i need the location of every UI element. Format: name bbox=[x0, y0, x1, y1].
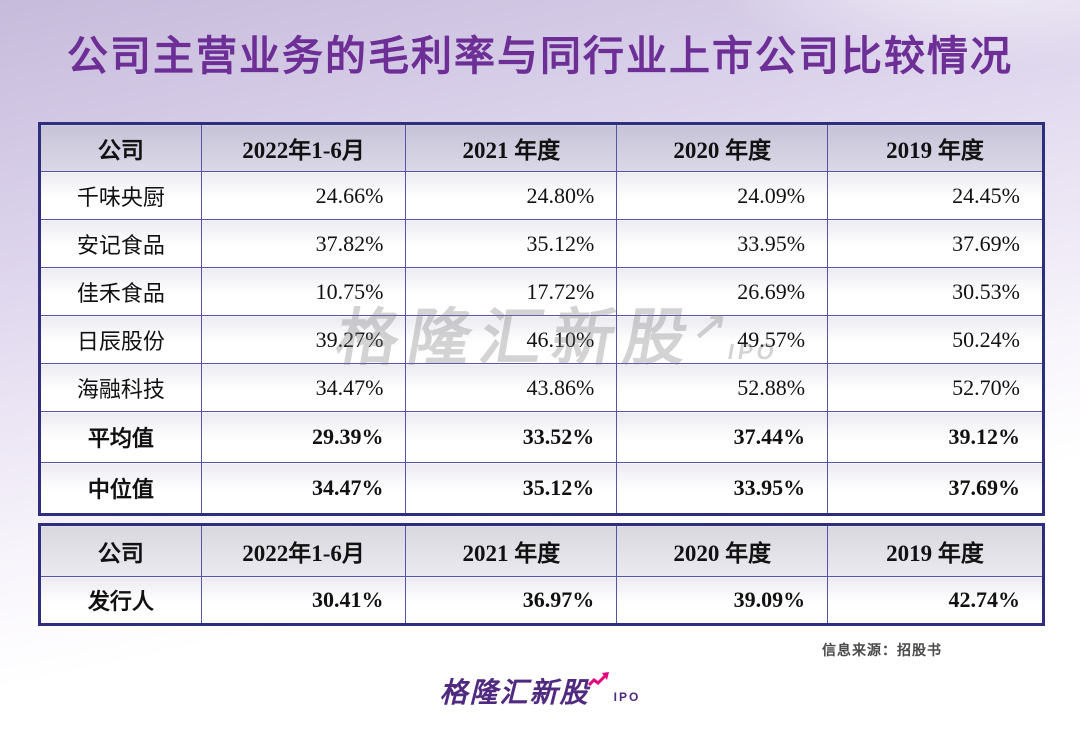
table-header-row: 公司 2022年1-6月 2021 年度 2020 年度 2019 年度 bbox=[39, 524, 1044, 577]
column-header-company: 公司 bbox=[39, 123, 202, 172]
margin-value: 30.53% bbox=[827, 267, 1044, 316]
company-name: 安记食品 bbox=[39, 219, 202, 268]
margin-value: 52.70% bbox=[827, 363, 1044, 412]
margin-value: 33.95% bbox=[616, 219, 829, 268]
margin-value: 37.69% bbox=[827, 219, 1044, 268]
page-title: 公司主营业务的毛利率与同行业上市公司比较情况 bbox=[67, 33, 1013, 79]
margin-value: 50.24% bbox=[827, 315, 1044, 364]
margin-value: 39.09% bbox=[616, 576, 829, 625]
row-label-average: 平均值 bbox=[39, 411, 202, 463]
margin-value: 43.86% bbox=[405, 363, 618, 412]
margin-value: 46.10% bbox=[405, 315, 618, 364]
margin-value: 39.12% bbox=[827, 411, 1044, 463]
issuer-row: 发行人 30.41% 36.97% 39.09% 42.74% bbox=[39, 576, 1044, 625]
column-header-2020: 2020 年度 bbox=[616, 123, 829, 172]
row-label-median: 中位值 bbox=[39, 462, 202, 515]
margin-value: 49.57% bbox=[616, 315, 829, 364]
company-name: 千味央厨 bbox=[39, 171, 202, 220]
margin-value: 24.66% bbox=[200, 171, 407, 220]
margin-value: 29.39% bbox=[200, 411, 407, 463]
column-header-2020: 2020 年度 bbox=[616, 524, 829, 577]
average-row: 平均值 29.39% 33.52% 37.44% 39.12% bbox=[39, 411, 1044, 463]
margin-value: 39.27% bbox=[200, 315, 407, 364]
margin-value: 10.75% bbox=[200, 267, 407, 316]
margin-value: 33.95% bbox=[616, 462, 829, 515]
company-name: 海融科技 bbox=[39, 363, 202, 412]
table-row: 佳禾食品 10.75% 17.72% 26.69% 30.53% bbox=[39, 267, 1044, 316]
table-row: 千味央厨 24.66% 24.80% 24.09% 24.45% bbox=[39, 171, 1044, 220]
margin-value: 17.72% bbox=[405, 267, 618, 316]
table-row: 安记食品 37.82% 35.12% 33.95% 37.69% bbox=[39, 219, 1044, 268]
column-header-company: 公司 bbox=[39, 524, 202, 577]
column-header-2021: 2021 年度 bbox=[405, 524, 618, 577]
column-header-2022h1: 2022年1-6月 bbox=[200, 524, 407, 577]
margin-value: 36.97% bbox=[405, 576, 618, 625]
margin-value: 37.82% bbox=[200, 219, 407, 268]
margin-value: 37.44% bbox=[616, 411, 829, 463]
column-header-2021: 2021 年度 bbox=[405, 123, 618, 172]
margin-value: 24.80% bbox=[405, 171, 618, 220]
margin-value: 52.88% bbox=[616, 363, 829, 412]
margin-value: 24.45% bbox=[827, 171, 1044, 220]
logo-text: 格隆汇新股 bbox=[439, 677, 590, 708]
column-header-2022h1: 2022年1-6月 bbox=[200, 123, 407, 172]
margin-value: 35.12% bbox=[405, 219, 618, 268]
issuer-table: 公司 2022年1-6月 2021 年度 2020 年度 2019 年度 发行人… bbox=[38, 523, 1045, 626]
company-name: 日辰股份 bbox=[39, 315, 202, 364]
margin-value: 37.69% bbox=[827, 462, 1044, 515]
tables-container: 格隆汇新股↗IPO 公司 2022年1-6月 2021 年度 2020 年度 2… bbox=[38, 122, 1045, 626]
margin-value: 24.09% bbox=[616, 171, 829, 220]
row-label-issuer: 发行人 bbox=[39, 576, 202, 625]
margin-value: 35.12% bbox=[405, 462, 618, 515]
margin-value: 33.52% bbox=[405, 411, 618, 463]
margin-value: 30.41% bbox=[200, 576, 407, 625]
margin-value: 34.47% bbox=[200, 462, 407, 515]
margin-value: 42.74% bbox=[827, 576, 1044, 625]
company-name: 佳禾食品 bbox=[39, 267, 202, 316]
peer-comparison-table: 公司 2022年1-6月 2021 年度 2020 年度 2019 年度 千味央… bbox=[38, 122, 1045, 516]
logo-ipo-label: IPO bbox=[613, 690, 641, 704]
table-header-row: 公司 2022年1-6月 2021 年度 2020 年度 2019 年度 bbox=[39, 123, 1044, 172]
column-header-2019: 2019 年度 bbox=[827, 123, 1044, 172]
column-header-2019: 2019 年度 bbox=[827, 524, 1044, 577]
source-note: 信息来源：招股书 bbox=[822, 642, 942, 658]
table-row: 日辰股份 39.27% 46.10% 49.57% 50.24% bbox=[39, 315, 1044, 364]
margin-value: 26.69% bbox=[616, 267, 829, 316]
table-row: 海融科技 34.47% 43.86% 52.88% 52.70% bbox=[39, 363, 1044, 412]
gelonghui-logo: 格隆汇新股 IPO bbox=[0, 671, 1080, 711]
logo-trend-arrow-icon bbox=[587, 672, 610, 692]
margin-value: 34.47% bbox=[200, 363, 407, 412]
median-row: 中位值 34.47% 35.12% 33.95% 37.69% bbox=[39, 462, 1044, 515]
